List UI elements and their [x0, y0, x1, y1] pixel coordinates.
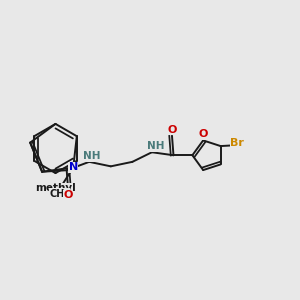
Text: Br: Br — [230, 138, 244, 148]
Text: NH: NH — [147, 141, 164, 151]
Text: methyl: methyl — [35, 184, 76, 194]
Text: NH: NH — [83, 152, 101, 161]
Text: O: O — [199, 129, 208, 140]
Text: N: N — [69, 163, 78, 172]
Text: O: O — [64, 190, 73, 200]
Text: O: O — [167, 125, 177, 135]
Text: CH₃: CH₃ — [50, 189, 70, 199]
